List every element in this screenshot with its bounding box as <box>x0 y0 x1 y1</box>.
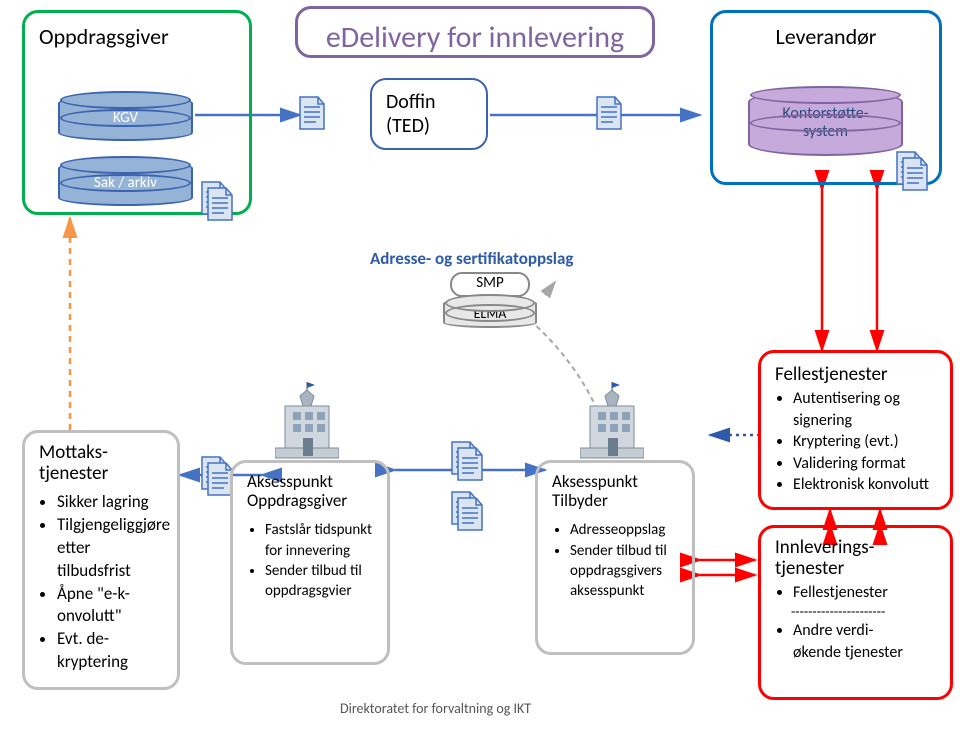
mottakstjenester-box: Mottaks- tjenester Sikker lagring Tilgje… <box>22 430 180 690</box>
mottak-b3: Åpne "e-k-onvolutt" <box>57 583 163 629</box>
doc-icon <box>595 95 623 131</box>
elma-cylinder: ELMA <box>443 298 537 328</box>
smp-label: SMP <box>476 274 503 292</box>
doffin-title: Doffin <box>386 90 472 114</box>
doc-icon <box>298 95 326 131</box>
innleveringstjenester-box: Innleverings- tjenester Fellestjenester … <box>758 525 953 700</box>
kgv-cylinder: KGV <box>58 95 193 141</box>
kgv-label: KGV <box>113 109 138 127</box>
ap-til-title: Aksesspunkt Tilbyder <box>552 473 678 510</box>
aksesspunkt-tilbyder-box: Aksesspunkt Tilbyder Adresseoppslag Send… <box>535 460 695 655</box>
edelivery-title-box: eDelivery for innlevering <box>295 6 655 58</box>
doffin-sub: (TED) <box>386 114 472 138</box>
mottak-b2: Tilgjengeliggjøre etter tilbudsfrist <box>57 514 163 583</box>
building-icon <box>275 380 339 460</box>
fellestjenester-box: Fellestjenester Autentisering og signeri… <box>758 350 953 510</box>
oppdragsgiver-title: Oppdragsgiver <box>39 23 235 50</box>
innlev-title: Innleverings- tjenester <box>775 538 936 580</box>
building-icon <box>580 380 644 460</box>
leverandor-title: Leverandør <box>727 23 925 50</box>
mottak-b1: Sikker lagring <box>57 491 163 514</box>
ap-til-b2: Sender tilbud til oppdragsgivers aksessp… <box>570 541 678 602</box>
doc-icon <box>456 446 484 482</box>
felles-b3: Validering format <box>793 453 936 475</box>
mottak-title: Mottaks- tjenester <box>39 443 163 485</box>
felles-title: Fellestjenester <box>775 363 936 386</box>
innlev-b2: Andre verdi- økende tjenester <box>793 620 936 663</box>
sak-arkiv-cylinder: Sak / arkiv <box>58 160 193 206</box>
footer-text: Direktoratet for forvaltning og IKT <box>340 700 531 717</box>
ap-til-b1: Adresseoppslag <box>570 520 678 540</box>
felles-b1: Autentisering og signering <box>793 388 936 431</box>
doc-icon <box>901 156 929 192</box>
ap-opp-b1: Fastslår tidspunkt for innevering <box>265 520 373 561</box>
doc-icon <box>206 186 234 222</box>
konto-label: Kontorstøtte- system <box>782 105 868 142</box>
ap-opp-b2: Sender tilbud til oppdragsgvier <box>265 561 373 602</box>
doc-icon <box>456 496 484 532</box>
felles-b4: Elektronisk konvolutt <box>793 474 936 496</box>
edelivery-title: eDelivery for innlevering <box>326 19 624 56</box>
innlev-dash: ---------------------- <box>791 603 936 620</box>
aksesspunkt-oppdragsgiver-box: Aksesspunkt Oppdragsgiver Fastslår tidsp… <box>230 460 390 665</box>
felles-b2: Kryptering (evt.) <box>793 431 936 453</box>
doffin-box: Doffin (TED) <box>370 78 488 150</box>
elma-label: ELMA <box>474 305 507 322</box>
ap-opp-title: Aksesspunkt Oppdragsgiver <box>247 473 373 510</box>
konto-cylinder: Kontorstøtte- system <box>748 90 903 156</box>
mottak-b4: Evt. de- kryptering <box>57 628 163 674</box>
sak-arkiv-label: Sak / arkiv <box>94 174 157 192</box>
adresse-label: Adresse- og sertifikatoppslag <box>370 248 573 269</box>
innlev-b1: Fellestjenester <box>793 582 936 604</box>
